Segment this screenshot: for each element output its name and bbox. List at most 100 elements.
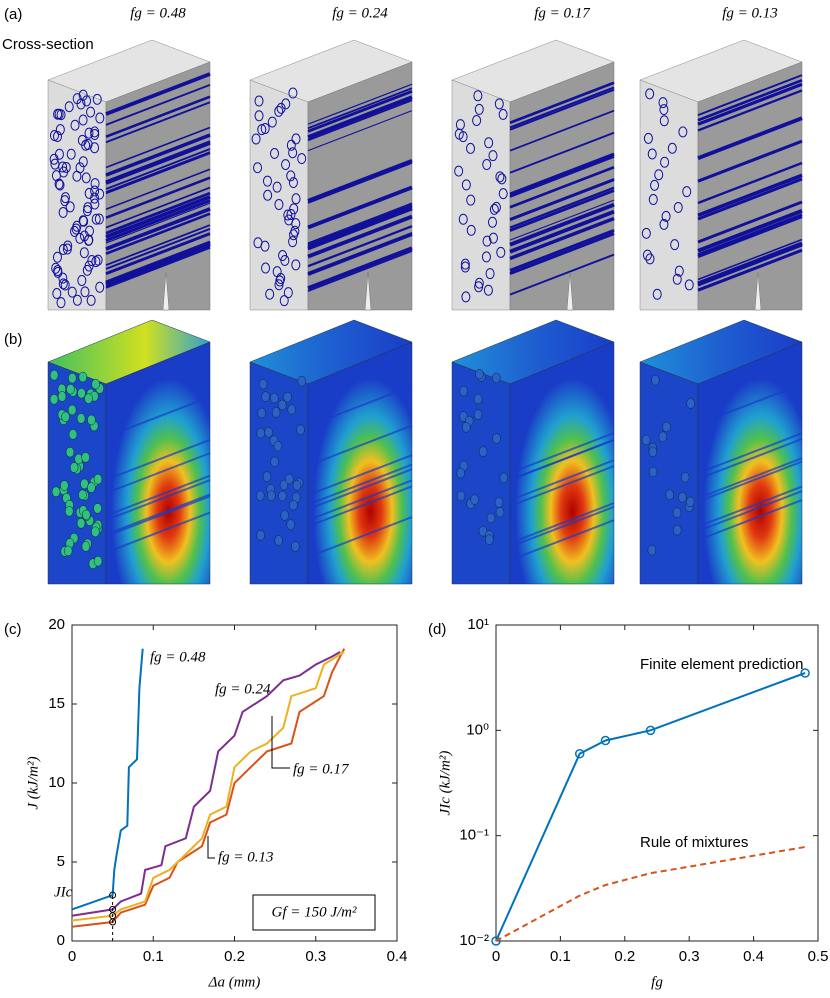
x-tick-label: 0.3 (305, 948, 326, 965)
fiber-stripe (509, 189, 615, 232)
contour-fiber (494, 497, 504, 508)
contour-stripe (509, 431, 615, 474)
fiber (52, 251, 62, 263)
y-tick-label: 5 (57, 853, 65, 870)
contour-fiber (280, 510, 289, 521)
contour-fiber (68, 429, 78, 440)
annotation: Gf = 150 J/m² (271, 904, 357, 920)
x-tick-label: 0.1 (143, 948, 164, 965)
contour-fiber (51, 486, 61, 497)
contour-fiber (473, 393, 483, 405)
fiber-stripe (105, 212, 211, 255)
notch (364, 271, 372, 311)
fiber (659, 115, 669, 127)
annotation: fg = 0.13 (218, 849, 274, 865)
fiber-stripe (697, 213, 803, 256)
fiber-stripe (509, 202, 615, 247)
fiber-stripe (105, 199, 211, 242)
contour-fiber (261, 391, 270, 402)
contour-fiber (78, 489, 87, 501)
series-line (71, 651, 345, 922)
series-line (495, 672, 806, 942)
fiber-stripe (697, 248, 803, 292)
contour-fiber (495, 506, 505, 518)
contour-stripe (697, 460, 803, 503)
fiber (283, 209, 293, 221)
fiber-stripe (105, 240, 211, 283)
contour-fiber (87, 414, 96, 426)
fiber (658, 97, 668, 109)
contour-stripe (307, 385, 413, 427)
fiber-stripe (105, 95, 211, 138)
plot-frame (495, 624, 819, 942)
fiber (251, 133, 261, 145)
fiber (72, 294, 82, 306)
contour-fiber (297, 375, 307, 387)
fiber (489, 203, 499, 215)
contour-fiber (499, 472, 509, 484)
annotation: fg = 0.24 (215, 681, 271, 697)
fiber-stripe (307, 202, 413, 245)
fiber-stripe (105, 246, 211, 289)
fiber (274, 279, 284, 291)
contour-fiber (77, 387, 86, 399)
contour-fiber (678, 492, 687, 503)
contour-fiber (651, 374, 660, 386)
contour-stripe (307, 463, 413, 506)
fiber (288, 177, 298, 189)
fiber (495, 171, 505, 183)
contour-fiber (456, 467, 465, 479)
contour-fiber (486, 512, 496, 524)
contour-fiber (63, 545, 73, 557)
fiber (289, 229, 299, 241)
x-tick-label: 0.2 (614, 948, 635, 965)
contour-fiber (459, 385, 468, 397)
contour-fiber (256, 530, 265, 541)
fiber (260, 123, 270, 135)
fiber (272, 181, 282, 193)
contour-stripe (105, 474, 211, 517)
fiber-stripe (509, 166, 615, 209)
y-tick-label: 10 (48, 774, 65, 791)
contour-stripe (509, 505, 615, 548)
x-axis-label: fg (651, 974, 663, 990)
fiber-stripe (509, 216, 615, 261)
fiber (261, 262, 271, 274)
fiber (58, 278, 68, 290)
contour-fiber (82, 509, 91, 521)
fiber (291, 218, 301, 230)
annotation-box (252, 894, 376, 931)
fiber (659, 218, 669, 230)
contour-fiber (76, 413, 86, 424)
contour-fiber (87, 482, 96, 493)
fiber-stripe (105, 243, 211, 287)
contour-fiber (67, 404, 77, 416)
panel-label: (d) (428, 621, 446, 638)
fiber-stripe (509, 209, 615, 254)
contour-fiber (255, 490, 265, 502)
fiber-stripe (509, 186, 615, 229)
contour-fiber (66, 383, 75, 395)
contour-stripe (307, 516, 413, 558)
fiber (253, 162, 263, 174)
x-tick-label: 0 (492, 948, 500, 965)
fiber (291, 193, 301, 205)
contour-fiber (93, 503, 102, 514)
fiber-stripe (307, 89, 413, 133)
fiber (84, 234, 94, 246)
fiber (49, 153, 59, 165)
contour-stripe (105, 479, 211, 522)
contour-fiber (93, 555, 103, 567)
contour-stripe (697, 383, 803, 425)
fiber (75, 232, 85, 244)
fiber-stripe (307, 246, 413, 290)
fiber-stripe (509, 253, 615, 296)
contour-stripe (697, 490, 803, 533)
contour-fiber (64, 505, 74, 517)
fiber-stripe (307, 87, 413, 130)
fiber-stripe (105, 141, 211, 184)
panel-label: (a) (4, 6, 22, 23)
fiber (289, 203, 299, 215)
fiber (263, 189, 273, 201)
fiber (52, 130, 62, 142)
